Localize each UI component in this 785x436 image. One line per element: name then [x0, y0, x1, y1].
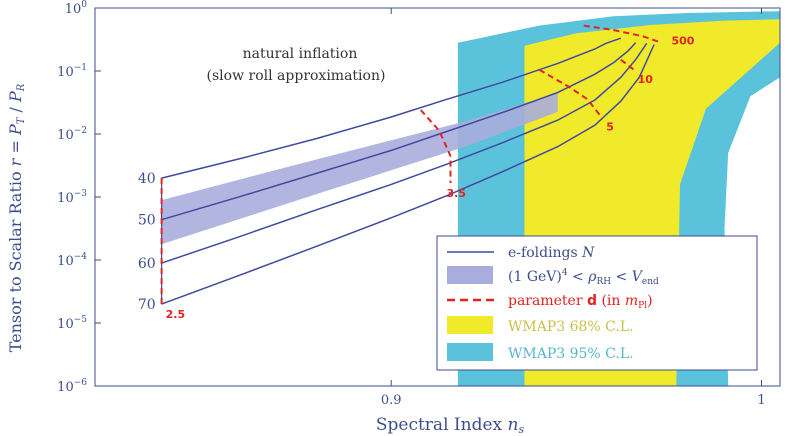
parameter-d-curve-5 [538, 68, 604, 119]
efolding-line-50 [161, 42, 637, 221]
annotation-line-2: (slow roll approximation) [207, 68, 386, 84]
efolding-line-70 [161, 44, 655, 305]
legend-swatch-wmap68 [447, 316, 493, 334]
parameter-d-curve-10 [620, 58, 637, 72]
parameter-d-label-10: 10 [638, 73, 654, 86]
svg-text:Tensor to Scalar Ratio r = PT: Tensor to Scalar Ratio r = PT / PR [6, 83, 27, 352]
y-tick-label: 10−1 [57, 63, 87, 80]
reheating-band [161, 93, 558, 245]
legend: e-foldings N (1 GeV)4 < ρRH < Vend param… [436, 235, 758, 371]
legend-label-wmap95: WMAP3 95% C.L. [508, 346, 634, 362]
y-axis-label: Tensor to Scalar Ratio r = PT / PR [6, 83, 27, 352]
legend-swatch-band [447, 266, 493, 284]
y-tick-label: 10−2 [57, 126, 87, 143]
x-tick-label: 0.9 [381, 393, 402, 408]
legend-label-band: (1 GeV)4 < ρRH < Vend [508, 268, 659, 287]
parameter-d-curve-500 [583, 24, 662, 44]
y-tick-label: 10−3 [57, 189, 87, 206]
parameter-d-label-2.5: 2.5 [166, 308, 186, 321]
legend-label-wmap68: WMAP3 68% C.L. [508, 319, 634, 335]
parameter-d-label-5: 5 [606, 120, 614, 133]
reheating-band-layer [161, 93, 558, 245]
parameter-d-label-500: 500 [672, 35, 695, 48]
legend-label-efoldings: e-foldings N [508, 245, 595, 261]
parameter-d-label-3.5: 3.5 [446, 187, 466, 200]
efolding-line-60 [161, 42, 648, 264]
legend-label-parameter-d: parameter d (in mPl) [508, 293, 653, 311]
curve-labels-layer: 40 50 60 70 2.5 3.5 5 10 500 [138, 35, 695, 321]
x-tick-label: 1 [757, 393, 765, 408]
parameter-d-curve-3.5 [420, 109, 452, 184]
y-tick-label: 10−5 [57, 315, 87, 332]
efolding-label-40: 40 [138, 171, 156, 187]
y-tick-label: 10−6 [57, 378, 87, 395]
x-axis-label: Spectral Index ns [376, 415, 525, 436]
efolding-label-60: 60 [138, 256, 156, 272]
legend-swatch-wmap95 [447, 343, 493, 361]
annotation-line-1: natural inflation [243, 46, 358, 62]
efolding-line-40 [161, 37, 622, 179]
efolding-label-50: 50 [138, 213, 156, 229]
efolding-label-70: 70 [138, 297, 156, 313]
parameter-d-layer [160, 24, 662, 305]
y-tick-label: 100 [65, 0, 88, 17]
y-tick-label: 10−4 [57, 252, 87, 269]
axes [94, 7, 781, 387]
